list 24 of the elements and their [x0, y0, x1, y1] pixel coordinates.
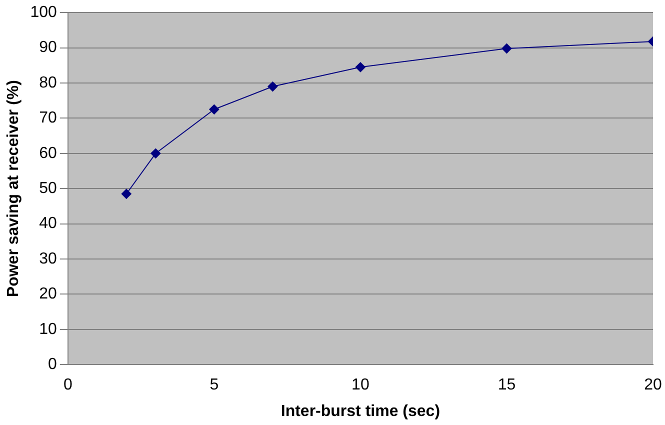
- y-tick-label: 50: [39, 180, 57, 198]
- point: [355, 62, 366, 72]
- y-tick-label: 30: [39, 250, 57, 268]
- point: [150, 148, 161, 158]
- y-tick-label: 0: [48, 356, 57, 374]
- x-tick-label: 5: [210, 376, 219, 394]
- x-tick-label: 0: [63, 376, 72, 394]
- y-tick-label: 80: [39, 74, 57, 92]
- y-tick-label: 90: [39, 39, 57, 56]
- y-tick-label: 70: [39, 110, 57, 127]
- point: [209, 104, 220, 114]
- y-tick-label: 40: [39, 215, 57, 232]
- y-axis-title: Power saving at receiver (%): [5, 80, 22, 298]
- y-tick-label: 10: [39, 320, 57, 338]
- point: [268, 82, 278, 92]
- point: [121, 188, 132, 199]
- x-axis-title: Inter-burst time (sec): [280, 402, 440, 420]
- y-tick-label: 60: [39, 144, 57, 162]
- y-tick-label: 20: [39, 286, 57, 303]
- x-tick-label: 15: [498, 376, 516, 394]
- x-tick-label: 20: [644, 376, 662, 394]
- point: [502, 44, 512, 54]
- x-tick-label: 10: [352, 376, 370, 394]
- y-tick-label: 100: [30, 4, 57, 22]
